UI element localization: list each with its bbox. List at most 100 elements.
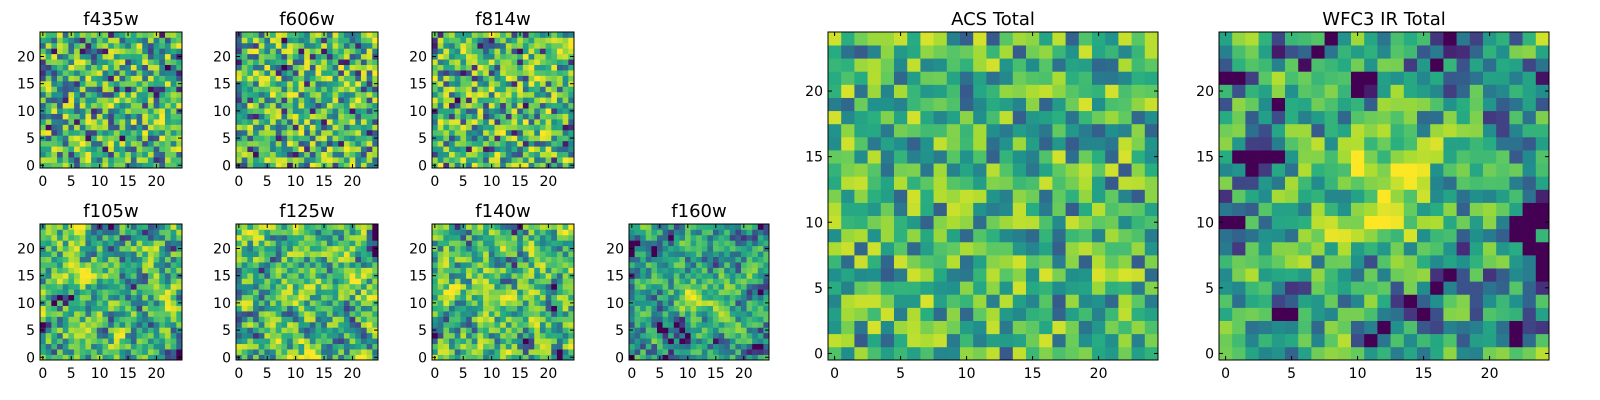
heatmap-cell (741, 278, 747, 285)
heatmap-cell (551, 80, 558, 87)
heatmap-cell (281, 146, 288, 153)
heatmap-cell (355, 162, 362, 169)
heatmap-cell (432, 140, 439, 147)
heatmap-cell (68, 37, 75, 44)
heatmap-cell (247, 224, 254, 230)
heatmap-cell (946, 189, 961, 203)
heatmap-cell (309, 32, 316, 38)
heatmap-cell (142, 102, 149, 109)
heatmap-cell (119, 224, 126, 230)
heatmap-cell (298, 42, 305, 49)
heatmap-cell (488, 278, 495, 285)
heatmap-cell (477, 272, 484, 279)
heatmap-cell (332, 80, 339, 87)
heatmap-cell (449, 289, 456, 296)
heatmap-cell (645, 305, 652, 312)
heatmap-cell (1012, 333, 1027, 348)
heatmap-cell (142, 267, 149, 274)
heatmap-cell (539, 343, 546, 350)
x-tick-label: 5 (263, 366, 272, 382)
heatmap-cell (153, 86, 160, 93)
heatmap-cell (102, 32, 109, 38)
heatmap-cell (96, 42, 103, 49)
heatmap-cell (933, 215, 948, 230)
heatmap-cell (62, 162, 69, 169)
heatmap-cell (534, 102, 541, 109)
heatmap-cell (471, 332, 478, 339)
heatmap-cell (757, 349, 764, 355)
heatmap-cell (443, 332, 450, 339)
heatmap-cell (326, 256, 333, 263)
heatmap-cell (437, 283, 444, 290)
heatmap-cell (147, 91, 154, 98)
heatmap-cell (96, 119, 103, 125)
heatmap-cell (241, 119, 248, 125)
heatmap-cell (304, 272, 311, 279)
heatmap-cell (298, 224, 305, 230)
heatmap-cell (1039, 241, 1053, 256)
heatmap-cell (437, 64, 444, 71)
heatmap-cell (241, 157, 248, 163)
heatmap-cell (366, 294, 373, 301)
heatmap-cell (304, 32, 311, 38)
heatmap-cell (668, 354, 675, 361)
heatmap-cell (338, 86, 345, 93)
heatmap-cell (85, 300, 92, 306)
heatmap-cell (130, 48, 137, 55)
heatmap-cell (1105, 268, 1119, 282)
heatmap-cell (556, 311, 563, 317)
heatmap-cell (746, 311, 753, 317)
heatmap-cell (713, 316, 719, 323)
heatmap-cell (449, 75, 456, 82)
heatmap-cell (79, 162, 86, 169)
heatmap-cell (685, 251, 691, 257)
heatmap-cell (960, 163, 974, 177)
heatmap-cell (460, 113, 467, 120)
heatmap-cell (309, 267, 316, 274)
heatmap-cell (113, 53, 120, 60)
heatmap-cell (309, 108, 316, 114)
heatmap-cell (130, 32, 137, 38)
heatmap-cell (113, 267, 120, 274)
heatmap-cell (460, 37, 467, 44)
heatmap-cell (68, 119, 75, 125)
heatmap-cell (68, 321, 75, 328)
heatmap-cell (102, 251, 109, 257)
heatmap-cell (741, 240, 747, 247)
heatmap-cell (724, 316, 731, 323)
heatmap-cell (281, 294, 288, 301)
heatmap-cell (701, 267, 708, 274)
heatmap-cell (275, 140, 282, 147)
heatmap-cell (270, 151, 277, 158)
heatmap-cell (443, 102, 450, 109)
heatmap-cell (545, 53, 552, 60)
heatmap-cell (247, 146, 254, 153)
heatmap-cell (460, 283, 467, 290)
heatmap-cell (164, 321, 171, 328)
heatmap-cell (707, 327, 714, 334)
heatmap-cell (466, 229, 473, 236)
heatmap-cell (556, 267, 563, 274)
heatmap-cell (247, 229, 254, 236)
heatmap-cell (746, 234, 753, 241)
heatmap-cell (51, 245, 58, 252)
heatmap-cell (326, 267, 333, 274)
heatmap-cell (477, 48, 484, 55)
heatmap-cell (176, 32, 183, 38)
heatmap-cell (528, 64, 535, 71)
heatmap-cell (79, 113, 86, 120)
heatmap-cell (343, 224, 350, 230)
heatmap-cell (662, 332, 669, 339)
heatmap-cell (690, 327, 697, 334)
heatmap-cell (880, 268, 895, 282)
heatmap-cell (437, 272, 444, 279)
heatmap-cell (562, 140, 569, 147)
x-tick-label: 0 (627, 366, 636, 382)
heatmap-cell (517, 305, 524, 312)
heatmap-cell (517, 37, 524, 44)
heatmap-cell (556, 245, 563, 252)
heatmap-cell (142, 108, 149, 114)
heatmap-cell (551, 151, 558, 158)
heatmap-cell (292, 108, 299, 114)
heatmap-cell (534, 234, 541, 241)
